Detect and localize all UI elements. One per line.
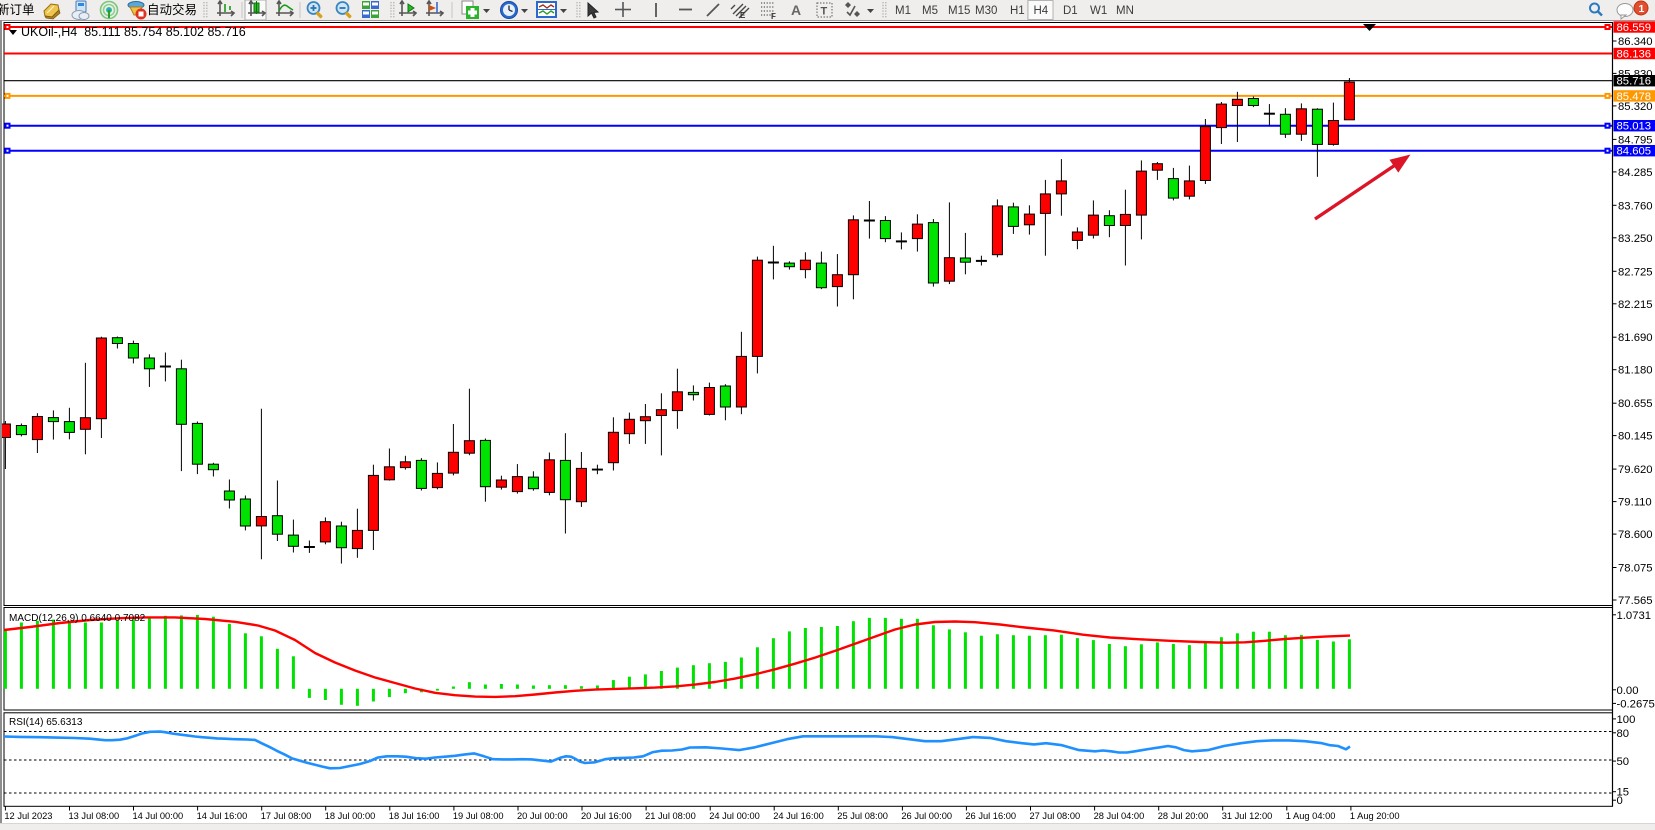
svg-text:78.600: 78.600 [1618,529,1653,541]
svg-text:18 Jul 00:00: 18 Jul 00:00 [325,811,376,821]
svg-text:26 Jul 00:00: 26 Jul 00:00 [901,811,952,821]
svg-text:100: 100 [1617,714,1636,726]
svg-text:79.110: 79.110 [1618,497,1652,509]
svg-text:17 Jul 08:00: 17 Jul 08:00 [261,811,312,821]
svg-text:24 Jul 00:00: 24 Jul 00:00 [709,811,760,821]
svg-text:M5: M5 [922,5,938,17]
svg-text:M30: M30 [975,5,997,17]
svg-text:28 Jul 20:00: 28 Jul 20:00 [1158,811,1209,821]
svg-text:13 Jul 08:00: 13 Jul 08:00 [69,811,120,821]
svg-text:A: A [791,2,801,18]
svg-text:85.320: 85.320 [1618,101,1653,113]
svg-text:81.690: 81.690 [1618,332,1653,344]
svg-text:1 Aug 20:00: 1 Aug 20:00 [1350,811,1400,821]
svg-text:15: 15 [1617,787,1630,799]
svg-text:H1: H1 [1010,5,1025,17]
svg-text:86.559: 86.559 [1617,22,1652,34]
svg-text:20 Jul 16:00: 20 Jul 16:00 [581,811,632,821]
svg-text:0: 0 [1617,795,1623,807]
svg-text:自动交易: 自动交易 [147,2,197,17]
svg-text:79.620: 79.620 [1618,464,1653,476]
svg-text:D1: D1 [1063,5,1078,17]
svg-text:T: T [821,6,828,18]
svg-text:14 Jul 00:00: 14 Jul 00:00 [133,811,184,821]
svg-text:82.215: 82.215 [1618,299,1653,311]
svg-text:W1: W1 [1090,5,1107,17]
svg-text:M1: M1 [895,5,911,17]
svg-text:85.013: 85.013 [1617,121,1652,133]
svg-text:77.565: 77.565 [1618,595,1653,607]
svg-text:20 Jul 00:00: 20 Jul 00:00 [517,811,568,821]
svg-text:84.605: 84.605 [1617,146,1652,158]
svg-text:80: 80 [1617,728,1630,740]
svg-text:MACD(12,26,9) 0.6640 0.7082: MACD(12,26,9) 0.6640 0.7082 [9,613,146,624]
svg-text:84.795: 84.795 [1618,134,1653,146]
svg-text:1: 1 [1639,3,1645,15]
svg-text:85.478: 85.478 [1617,91,1652,103]
svg-text:84.285: 84.285 [1618,167,1653,179]
svg-text:81.180: 81.180 [1618,365,1653,377]
svg-text:25 Jul 08:00: 25 Jul 08:00 [837,811,888,821]
svg-text:86.340: 86.340 [1618,36,1653,48]
svg-text:M15: M15 [948,5,970,17]
svg-text:12 Jul 2023: 12 Jul 2023 [4,811,52,821]
svg-text:83.250: 83.250 [1618,233,1653,245]
svg-text:28 Jul 04:00: 28 Jul 04:00 [1094,811,1145,821]
svg-text:78.075: 78.075 [1618,563,1653,575]
svg-text:新订单: 新订单 [0,2,35,17]
svg-text:H4: H4 [1034,5,1049,17]
svg-text:F: F [771,12,776,21]
svg-text:86.136: 86.136 [1617,49,1652,61]
svg-text:UKOil-,H4 85.111 85.754 85.10: UKOil-,H4 85.111 85.754 85.102 85.716 [21,25,246,39]
svg-text:0.00: 0.00 [1617,685,1639,697]
svg-text:1 Aug 04:00: 1 Aug 04:00 [1286,811,1336,821]
svg-text:-0.2675: -0.2675 [1617,698,1655,710]
svg-text:24 Jul 16:00: 24 Jul 16:00 [773,811,824,821]
svg-text:50: 50 [1617,756,1630,768]
svg-text:18 Jul 16:00: 18 Jul 16:00 [389,811,440,821]
svg-text:82.725: 82.725 [1618,266,1653,278]
svg-text:RSI(14) 65.6313: RSI(14) 65.6313 [9,717,83,728]
svg-text:E: E [740,11,746,20]
svg-text:19 Jul 08:00: 19 Jul 08:00 [453,811,504,821]
svg-text:85.716: 85.716 [1617,76,1652,88]
svg-text:21 Jul 08:00: 21 Jul 08:00 [645,811,696,821]
svg-text:1.0731: 1.0731 [1617,610,1652,622]
svg-text:83.760: 83.760 [1618,200,1653,212]
svg-text:14 Jul 16:00: 14 Jul 16:00 [197,811,248,821]
svg-text:31 Jul 12:00: 31 Jul 12:00 [1222,811,1273,821]
svg-text:26 Jul 16:00: 26 Jul 16:00 [965,811,1016,821]
svg-text:MN: MN [1116,5,1134,17]
svg-text:80.145: 80.145 [1618,431,1653,443]
svg-text:80.655: 80.655 [1618,398,1653,410]
svg-text:27 Jul 08:00: 27 Jul 08:00 [1030,811,1081,821]
